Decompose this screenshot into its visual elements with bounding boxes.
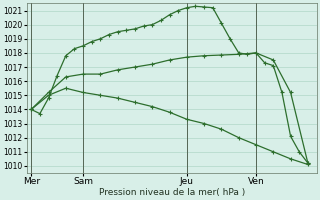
X-axis label: Pression niveau de la mer( hPa ): Pression niveau de la mer( hPa ) bbox=[99, 188, 245, 197]
